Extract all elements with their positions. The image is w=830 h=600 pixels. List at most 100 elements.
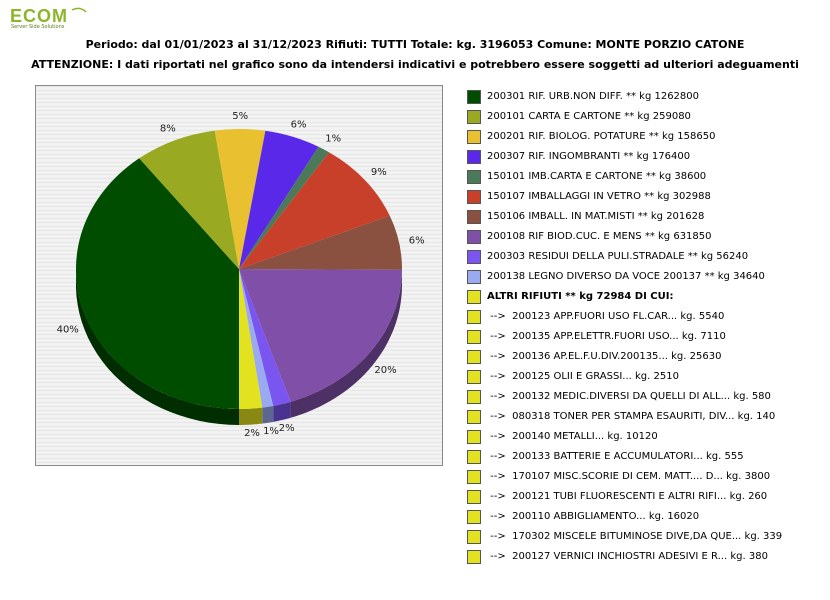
legend-swatch <box>467 370 481 384</box>
legend-swatch <box>467 270 481 284</box>
legend-item: --> 200133 BATTERIE E ACCUMULATORI... kg… <box>467 450 744 464</box>
pie-percent-label: 6% <box>409 236 425 247</box>
legend-item: --> 200136 AP.EL.F.U.DIV.200135... kg. 2… <box>467 350 721 364</box>
legend-item: --> 200140 METALLI... kg. 10120 <box>467 430 658 444</box>
legend-item: --> 170302 MISCELE BITUMINOSE DIVE,DA QU… <box>467 530 782 544</box>
disclaimer-line: ATTENZIONE: I dati riportati nel grafico… <box>31 58 799 71</box>
legend-swatch <box>467 330 481 344</box>
legend-label: --> 170107 MISC.SCORIE DI CEM. MATT.... … <box>487 471 771 482</box>
pie-slice <box>239 269 402 402</box>
legend-swatch <box>467 150 481 164</box>
legend-label: 200201 RIF. BIOLOG. POTATURE ** kg 15865… <box>487 131 716 142</box>
legend-label: 200101 CARTA E CARTONE ** kg 259080 <box>487 111 691 122</box>
legend-item: 200138 LEGNO DIVERSO DA VOCE 200137 ** k… <box>467 270 765 284</box>
legend-item: 150106 IMBALL. IN MAT.MISTI ** kg 201628 <box>467 210 704 224</box>
legend-item: 200108 RIF BIOD.CUC. E MENS ** kg 631850 <box>467 230 712 244</box>
pie-percent-label: 40% <box>57 324 79 335</box>
legend-label: 200108 RIF BIOD.CUC. E MENS ** kg 631850 <box>487 231 712 242</box>
legend-label: 200303 RESIDUI DELLA PULI.STRADALE ** kg… <box>487 251 749 262</box>
legend-swatch <box>467 310 481 324</box>
legend-swatch <box>467 530 481 544</box>
legend-swatch <box>467 550 481 564</box>
legend-label: 150107 IMBALLAGGI IN VETRO ** kg 302988 <box>487 191 711 202</box>
pie-percent-label: 5% <box>232 111 248 122</box>
legend-item: --> 200123 APP.FUORI USO FL.CAR... kg. 5… <box>467 310 724 324</box>
pie-slice <box>214 128 266 269</box>
legend-item: 150101 IMB.CARTA E CARTONE ** kg 38600 <box>467 170 706 184</box>
pie-slice-side <box>76 271 239 425</box>
pie-chart: 40%8%5%6%1%9%6%20%2%1%2% <box>57 111 425 439</box>
legend-swatch <box>467 190 481 204</box>
pie-slice-side <box>262 405 274 424</box>
legend-item: --> 200135 APP.ELETTR.FUORI USO... kg. 7… <box>467 330 726 344</box>
legend-label: --> 200140 METALLI... kg. 10120 <box>487 431 658 442</box>
legend-swatch <box>467 210 481 224</box>
pie-slice <box>75 158 239 409</box>
pie-slice <box>239 215 403 270</box>
legend-label: 200138 LEGNO DIVERSO DA VOCE 200137 ** k… <box>487 271 765 282</box>
pie-depth-group <box>76 269 402 425</box>
pie-percent-label: 20% <box>374 365 396 376</box>
pie-slice <box>239 269 274 408</box>
logo-tagline: Server Side Solutions <box>11 24 65 30</box>
pie-percent-label: 8% <box>160 123 176 134</box>
legend-swatch <box>467 170 481 184</box>
legend-swatch <box>467 490 481 504</box>
pie-slice <box>139 130 239 269</box>
legend-item: 200301 RIF. URB.NON DIFF. ** kg 1262800 <box>467 90 699 104</box>
legend-item: --> 200110 ABBIGLIAMENTO... kg. 16020 <box>467 510 699 524</box>
pie-slice <box>239 269 291 406</box>
legend-swatch <box>467 450 481 464</box>
pie-slice <box>239 152 390 269</box>
pie-percent-label: 9% <box>371 167 387 178</box>
pie-percent-label: 1% <box>325 134 341 145</box>
legend-label: --> 200125 OLII E GRASSI... kg. 2510 <box>487 371 679 382</box>
legend-item: 150107 IMBALLAGGI IN VETRO ** kg 302988 <box>467 190 711 204</box>
legend-item: --> 200121 TUBI FLUORESCENTI E ALTRI RIF… <box>467 490 767 504</box>
pie-label-group: 40%8%5%6%1%9%6%20%2%1%2% <box>57 111 425 439</box>
ecom-logo: ECOM Server Side Solutions <box>10 6 87 30</box>
legend-item: 200307 RIF. INGOMBRANTI ** kg 176400 <box>467 150 690 164</box>
legend-swatch <box>467 510 481 524</box>
legend-swatch <box>467 470 481 484</box>
legend-label: --> 170302 MISCELE BITUMINOSE DIVE,DA QU… <box>487 531 783 542</box>
legend-label: --> 200135 APP.ELETTR.FUORI USO... kg. 7… <box>487 331 726 342</box>
pie-slice-side <box>239 407 263 425</box>
legend-label: --> 200132 MEDIC.DIVERSI DA QUELLI DI AL… <box>487 391 771 402</box>
legend-swatch <box>467 230 481 244</box>
legend-swatch <box>467 350 481 364</box>
chart-frame: 40% 8% 5% 6% 1% 9% 6% 20% 2% 1% 2% <box>35 85 443 466</box>
legend-label: 200307 RIF. INGOMBRANTI ** kg 176400 <box>487 151 691 162</box>
legend-label: 150101 IMB.CARTA E CARTONE ** kg 38600 <box>487 171 707 182</box>
legend-swatch <box>467 430 481 444</box>
legend-item: --> 200125 OLII E GRASSI... kg. 2510 <box>467 370 679 384</box>
legend-item: --> 170107 MISC.SCORIE DI CEM. MATT.... … <box>467 470 770 484</box>
pie-top-group <box>75 128 403 410</box>
pie-slice <box>239 130 319 269</box>
legend-label: 150106 IMBALL. IN MAT.MISTI ** kg 201628 <box>487 211 705 222</box>
pie-percent-label: 1% <box>263 426 279 437</box>
legend-label: 200301 RIF. URB.NON DIFF. ** kg 1262800 <box>487 91 700 102</box>
legend-item: ALTRI RIFIUTI ** kg 72984 DI CUI: <box>467 290 673 304</box>
legend-label: --> 200123 APP.FUORI USO FL.CAR... kg. 5… <box>487 311 725 322</box>
legend-label: --> 200127 VERNICI INCHIOSTRI ADESIVI E … <box>487 551 768 562</box>
legend-item: 200303 RESIDUI DELLA PULI.STRADALE ** kg… <box>467 250 748 264</box>
legend-label: --> 200136 AP.EL.F.U.DIV.200135... kg. 2… <box>487 351 722 362</box>
legend-item: --> 200132 MEDIC.DIVERSI DA QUELLI DI AL… <box>467 390 771 404</box>
pie-slice <box>239 146 329 269</box>
legend-label: --> 200121 TUBI FLUORESCENTI E ALTRI RIF… <box>487 491 768 502</box>
legend-swatch <box>467 290 481 304</box>
pie-slice-side <box>290 269 402 418</box>
legend-swatch <box>467 390 481 404</box>
legend-swatch <box>467 410 481 424</box>
legend-label: ALTRI RIFIUTI ** kg 72984 DI CUI: <box>487 291 674 302</box>
legend-item: --> 080318 TONER PER STAMPA ESAURITI, DI… <box>467 410 775 424</box>
report-period-line: Periodo: dal 01/01/2023 al 31/12/2023 Ri… <box>85 38 745 51</box>
pie-slice <box>239 269 263 410</box>
pie-percent-label: 2% <box>244 428 260 439</box>
pie-slice-side <box>273 401 291 422</box>
legend-label: --> 200110 ABBIGLIAMENTO... kg. 16020 <box>487 511 700 522</box>
legend-label: --> 080318 TONER PER STAMPA ESAURITI, DI… <box>487 411 776 422</box>
legend-item: 200101 CARTA E CARTONE ** kg 259080 <box>467 110 691 124</box>
logo-word: ECOM <box>10 6 68 26</box>
